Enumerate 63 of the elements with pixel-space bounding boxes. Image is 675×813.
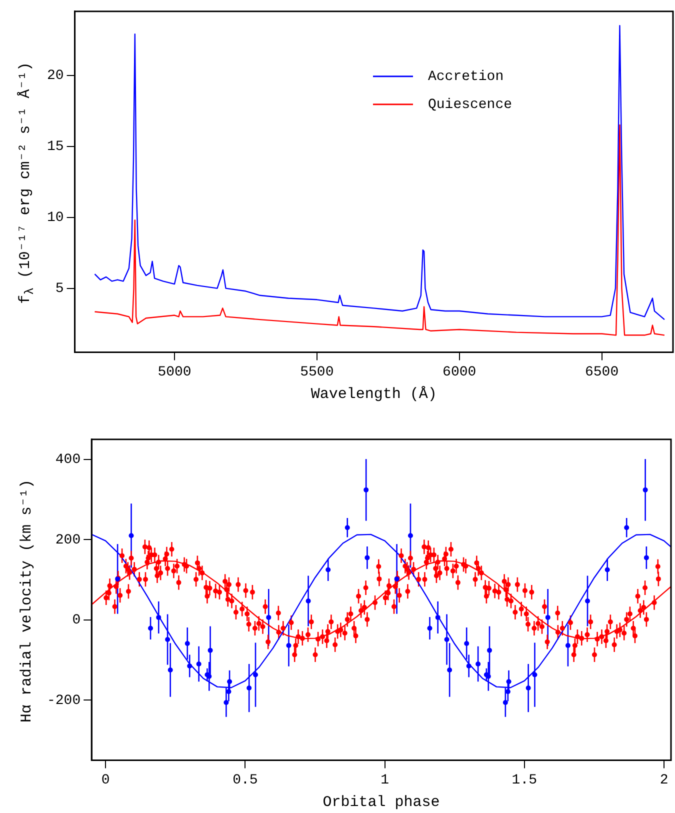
point — [196, 661, 202, 666]
point — [165, 637, 170, 642]
point — [427, 626, 432, 631]
point — [326, 567, 331, 572]
point — [156, 614, 162, 620]
point — [565, 643, 570, 648]
x-tick-label: 6500 — [584, 364, 619, 380]
point — [487, 648, 492, 653]
x-tick-label: 1.5 — [512, 772, 538, 788]
point — [435, 614, 440, 620]
point — [464, 641, 470, 646]
point — [364, 487, 369, 492]
point — [253, 672, 258, 678]
y-tick-label: 10 — [46, 210, 64, 226]
point — [208, 648, 213, 653]
point — [364, 555, 370, 560]
point — [444, 637, 450, 642]
point — [148, 626, 154, 631]
point — [246, 686, 252, 691]
x-tick-label: 1 — [380, 772, 389, 788]
point — [585, 598, 590, 604]
x-tick-label: 0.5 — [232, 772, 258, 788]
point — [644, 555, 649, 560]
point — [526, 686, 531, 691]
x-tick-label: 5000 — [158, 364, 192, 380]
point — [266, 614, 272, 620]
point — [642, 487, 648, 492]
point — [306, 598, 311, 604]
y-tick-label: 400 — [55, 452, 81, 468]
point — [184, 641, 190, 646]
point — [226, 689, 232, 694]
point — [476, 661, 481, 666]
point — [128, 533, 134, 538]
x-tick-label: 5500 — [300, 364, 334, 380]
point — [187, 663, 192, 668]
point — [604, 567, 610, 572]
point — [408, 533, 413, 538]
y-tick-label: -200 — [46, 692, 81, 709]
point — [506, 679, 512, 684]
point — [532, 672, 538, 678]
y-tick-label: 5 — [55, 281, 64, 298]
x-axis-title: Wavelength (Å) — [310, 386, 437, 403]
y-axis-title: Hα radial velocity (km s⁻¹) — [18, 478, 36, 722]
y-tick-label: 0 — [72, 612, 81, 629]
point — [502, 700, 508, 705]
point — [545, 614, 550, 620]
x-tick-label: 6000 — [442, 364, 476, 380]
x-tick-label: 2 — [660, 772, 668, 788]
x-tick-label: 0 — [101, 772, 110, 788]
legend-label: Quiescence — [428, 97, 512, 114]
legend-label: Accretion — [428, 69, 504, 86]
point — [224, 700, 229, 705]
point — [168, 667, 173, 672]
y-tick-label: 200 — [55, 532, 81, 548]
x-axis-title: Orbital phase — [322, 794, 440, 811]
y-tick-label: 15 — [46, 139, 64, 156]
point — [447, 667, 452, 672]
point — [466, 663, 472, 668]
point — [227, 679, 232, 684]
point — [286, 643, 292, 648]
point — [344, 525, 350, 530]
point — [624, 525, 630, 530]
y-tick-label: 20 — [46, 68, 64, 84]
